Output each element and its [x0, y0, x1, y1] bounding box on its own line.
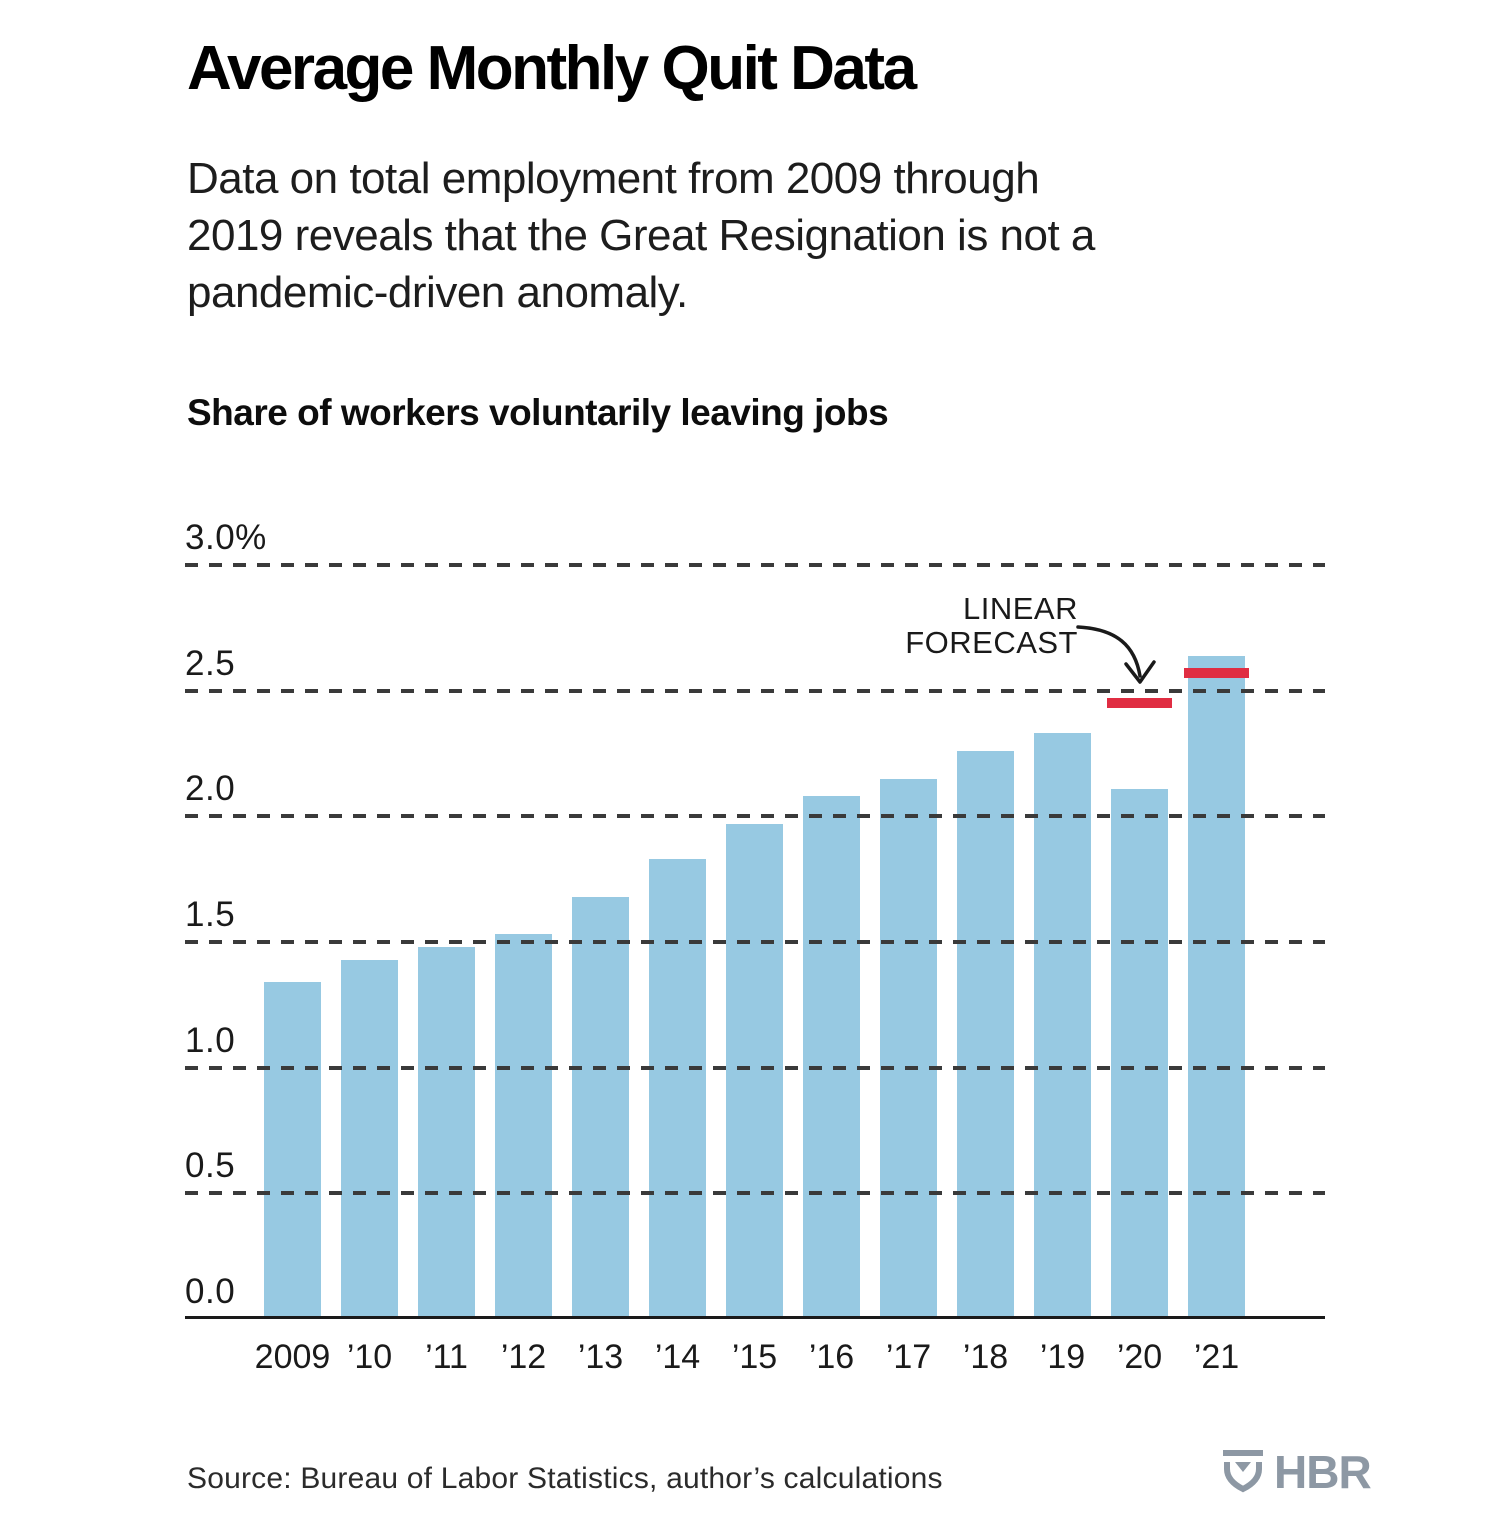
annotation-label: LINEAR FORECAST — [905, 592, 1078, 660]
subtitle-line: 2019 reveals that the Great Resignation … — [187, 211, 1095, 260]
annotation-line: LINEAR — [963, 591, 1078, 626]
subtitle-line: pandemic-driven anomaly. — [187, 268, 688, 317]
annotation-arrow-icon — [1076, 625, 1156, 684]
x-tick-label: ’14 — [654, 1338, 701, 1376]
x-tick-label: ’18 — [962, 1338, 1009, 1376]
x-tick-label: ’15 — [731, 1338, 778, 1376]
x-tick-label: ’10 — [346, 1338, 393, 1376]
bar-19 — [1034, 733, 1091, 1319]
y-tick-label: 0.0 — [185, 1272, 236, 1311]
gridline-2.0 — [185, 814, 1325, 819]
bar-14 — [649, 859, 706, 1319]
y-tick-label: 2.0 — [185, 769, 236, 809]
annotation-line: FORECAST — [905, 625, 1078, 660]
y-tick-label: 1.0 — [185, 1020, 236, 1060]
source-note: Source: Bureau of Labor Statistics, auth… — [187, 1462, 943, 1495]
x-axis-line — [185, 1316, 1325, 1319]
x-tick-label: ’11 — [425, 1338, 468, 1376]
x-tick-label: 2009 — [254, 1338, 331, 1376]
subtitle-line: Data on total employment from 2009 throu… — [187, 154, 1040, 203]
gridline-2.5 — [185, 688, 1325, 693]
bar-15 — [726, 823, 783, 1319]
y-tick-label: 2.5 — [185, 643, 236, 683]
x-tick-label: ’13 — [577, 1338, 624, 1376]
bar-21 — [1188, 655, 1245, 1319]
forecast-mark-20 — [1107, 698, 1172, 709]
bar-18 — [957, 751, 1014, 1319]
y-tick-label: 1.5 — [185, 895, 236, 935]
bar-16 — [803, 796, 860, 1319]
page-title: Average Monthly Quit Data — [187, 34, 917, 103]
x-tick-label: ’21 — [1193, 1338, 1240, 1376]
x-tick-label: ’17 — [885, 1338, 932, 1376]
bar-20 — [1111, 788, 1168, 1319]
x-axis-labels: 2009 ’10 ’11 ’12 ’13 ’14 ’15 ’16 ’17 ’18 ’19 ’20 ’21 — [185, 1334, 1325, 1380]
chart-title: Share of workers voluntarily leaving job… — [187, 392, 889, 433]
x-tick-label: ’12 — [500, 1338, 547, 1376]
hbr-logo-text: HBR — [1274, 1446, 1372, 1498]
hbr-shield-icon — [1223, 1450, 1263, 1493]
bar-10 — [341, 959, 398, 1319]
page-subtitle: Data on total employment from 2009 throu… — [187, 150, 1287, 321]
gridline-0.5 — [185, 1191, 1325, 1196]
x-tick-label: ’19 — [1039, 1338, 1086, 1376]
bar-12 — [495, 934, 552, 1319]
y-tick-label: 3.0% — [185, 518, 267, 558]
hbr-logo: HBR — [1222, 1446, 1372, 1498]
bar-17 — [880, 778, 937, 1319]
x-tick-label: ’16 — [808, 1338, 855, 1376]
gridline-1.0 — [185, 1065, 1325, 1070]
x-tick-label: ’20 — [1116, 1338, 1163, 1376]
gridline-3.0% — [185, 563, 1325, 568]
bar-2009 — [264, 982, 321, 1319]
bar-13 — [572, 896, 629, 1319]
forecast-mark-21 — [1184, 668, 1249, 679]
y-tick-label: 0.5 — [185, 1146, 236, 1186]
bar-11 — [418, 947, 475, 1319]
quit-rate-bar-chart: 0.0 0.5 1.0 1.5 2.0 2.5 3.0% LINEAR FORECAST — [185, 500, 1325, 1319]
gridline-1.5 — [185, 940, 1325, 945]
